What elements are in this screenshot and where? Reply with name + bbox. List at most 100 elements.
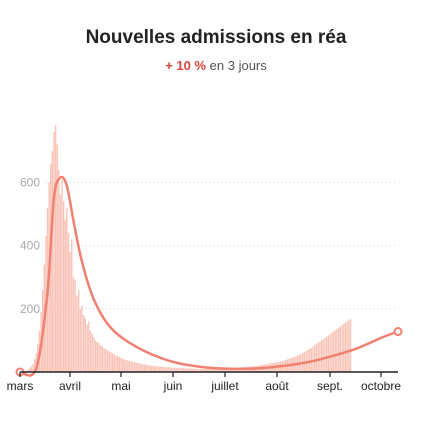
- daily-bar: [157, 366, 159, 372]
- daily-bar: [148, 365, 151, 372]
- daily-bar: [86, 324, 88, 372]
- daily-bar: [88, 321, 90, 372]
- daily-bar: [334, 330, 336, 372]
- daily-bar: [150, 365, 152, 372]
- daily-bar: [32, 364, 34, 372]
- daily-bar: [219, 368, 221, 372]
- daily-bar: [322, 339, 324, 372]
- daily-bar: [93, 337, 95, 372]
- daily-bar: [147, 365, 149, 372]
- daily-bar: [215, 368, 218, 372]
- daily-bar: [98, 343, 100, 372]
- daily-bar: [62, 201, 65, 372]
- daily-bar: [91, 334, 93, 372]
- daily-bar: [193, 368, 195, 372]
- daily-bar: [59, 195, 62, 372]
- daily-bar: [165, 367, 168, 372]
- daily-bar: [177, 367, 179, 372]
- daily-bar: [327, 335, 330, 372]
- daily-bar: [77, 289, 80, 372]
- daily-bar: [67, 232, 70, 372]
- daily-bar: [66, 207, 68, 372]
- daily-bar: [208, 368, 211, 372]
- daily-bar: [83, 315, 85, 372]
- daily-bar: [74, 280, 76, 372]
- daily-bar: [348, 320, 350, 372]
- daily-bar: [103, 348, 105, 372]
- daily-bar: [226, 368, 228, 372]
- y-tick-label: 600: [20, 175, 40, 189]
- daily-bar: [56, 144, 58, 372]
- x-tick-label: mars: [7, 379, 34, 393]
- daily-bar: [331, 332, 333, 372]
- daily-bar: [143, 364, 146, 372]
- daily-bar: [164, 366, 166, 372]
- x-tick-label: mai: [111, 379, 130, 393]
- daily-bar: [167, 367, 169, 372]
- x-tick-label: août: [265, 379, 289, 393]
- daily-bar: [184, 368, 186, 372]
- daily-bar: [308, 348, 311, 372]
- change-period: en 3 jours: [206, 58, 267, 73]
- daily-bar: [71, 239, 73, 372]
- daily-bar: [320, 340, 323, 372]
- daily-bar: [69, 251, 71, 372]
- daily-bar: [325, 336, 328, 372]
- daily-bar: [200, 368, 202, 372]
- daily-bar: [207, 368, 209, 372]
- y-tick-label: 200: [20, 302, 40, 316]
- daily-bar: [155, 366, 158, 372]
- daily-bar: [186, 368, 188, 372]
- daily-bar: [138, 363, 141, 372]
- daily-bar: [29, 368, 31, 372]
- gridlines: [46, 181, 398, 310]
- daily-bar: [84, 318, 87, 372]
- smoothed-line: [19, 175, 399, 377]
- daily-bar: [122, 358, 124, 372]
- daily-bar: [175, 367, 178, 372]
- daily-bar: [133, 361, 136, 372]
- daily-bar: [189, 368, 192, 372]
- daily-bar: [153, 365, 156, 372]
- daily-bar: [81, 305, 83, 372]
- daily-bar: [51, 150, 54, 372]
- daily-bar: [343, 323, 345, 372]
- daily-bar: [194, 368, 197, 372]
- daily-bar: [336, 329, 338, 372]
- daily-bar: [64, 220, 66, 372]
- daily-bar: [137, 363, 139, 372]
- daily-bar: [315, 344, 318, 372]
- daily-bar: [170, 367, 173, 372]
- daily-bar: [339, 326, 341, 372]
- daily-bar: [312, 346, 314, 372]
- daily-bar: [158, 366, 161, 372]
- daily-bar: [162, 366, 164, 372]
- daily-bar: [341, 325, 343, 372]
- daily-bar: [210, 368, 212, 372]
- daily-bar: [110, 352, 112, 372]
- daily-bar: [224, 368, 226, 372]
- daily-bar: [182, 368, 185, 372]
- daily-bar: [76, 296, 78, 372]
- daily-bar: [128, 360, 131, 372]
- daily-bar: [33, 359, 36, 372]
- daily-bar: [130, 361, 132, 372]
- daily-bar: [319, 341, 321, 372]
- daily-bar: [346, 321, 348, 372]
- x-tick-label: juin: [163, 379, 183, 393]
- daily-bar: [179, 367, 181, 372]
- daily-bar: [135, 362, 137, 372]
- daily-bar: [174, 367, 176, 372]
- daily-bar: [140, 363, 142, 372]
- daily-bar: [54, 125, 57, 373]
- daily-bar: [145, 364, 147, 372]
- daily-bar: [53, 131, 55, 372]
- daily-bar: [127, 360, 129, 372]
- endpoint-marker: [393, 327, 403, 337]
- daily-bar: [172, 367, 174, 372]
- daily-bar: [214, 368, 216, 372]
- daily-bar: [113, 354, 115, 372]
- daily-bar: [349, 318, 352, 372]
- daily-bar: [100, 345, 102, 372]
- daily-bar: [118, 356, 121, 372]
